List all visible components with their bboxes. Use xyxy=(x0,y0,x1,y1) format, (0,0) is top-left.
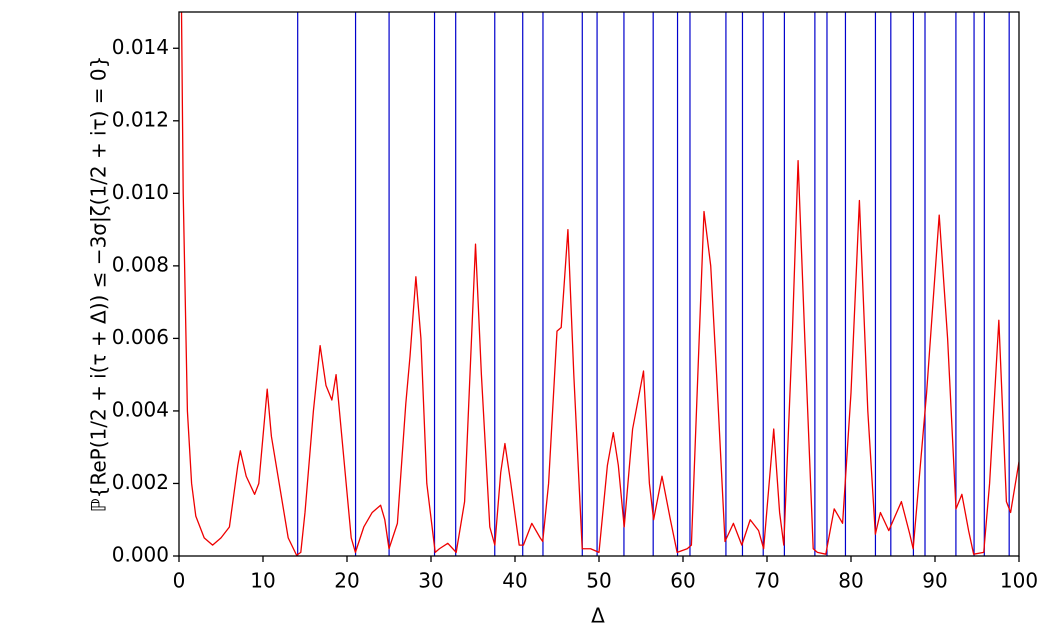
x-tick-label: 40 xyxy=(502,569,527,593)
x-tick-label: 30 xyxy=(418,569,443,593)
y-tick-label: 0.000 xyxy=(112,543,169,567)
x-axis-label: Δ xyxy=(591,604,605,628)
x-tick-label: 60 xyxy=(670,569,695,593)
x-tick-label: 10 xyxy=(250,569,275,593)
y-tick-label: 0.012 xyxy=(112,107,169,131)
plot-area xyxy=(180,12,1019,556)
y-tick-label: 0.010 xyxy=(112,180,169,204)
x-tick-label: 50 xyxy=(586,569,611,593)
x-tick-label: 0 xyxy=(173,569,186,593)
y-tick-label: 0.002 xyxy=(112,470,169,494)
x-tick-label: 20 xyxy=(334,569,359,593)
y-tick-label: 0.006 xyxy=(112,325,169,349)
x-tick-label: 80 xyxy=(838,569,863,593)
y-tick-label: 0.004 xyxy=(112,397,169,421)
plot-frame xyxy=(178,11,1020,557)
y-tick-label: 0.014 xyxy=(112,35,169,59)
x-tick-label: 90 xyxy=(922,569,947,593)
y-axis-label: ℙ{ReP(1/2 + i(τ + Δ)) ≤ −3σ|ζ(1/2 + iτ) … xyxy=(87,56,111,513)
x-tick-label: 100 xyxy=(1000,569,1038,593)
x-tick-label: 70 xyxy=(754,569,779,593)
y-tick-label: 0.008 xyxy=(112,252,169,276)
data-line xyxy=(180,12,1019,556)
